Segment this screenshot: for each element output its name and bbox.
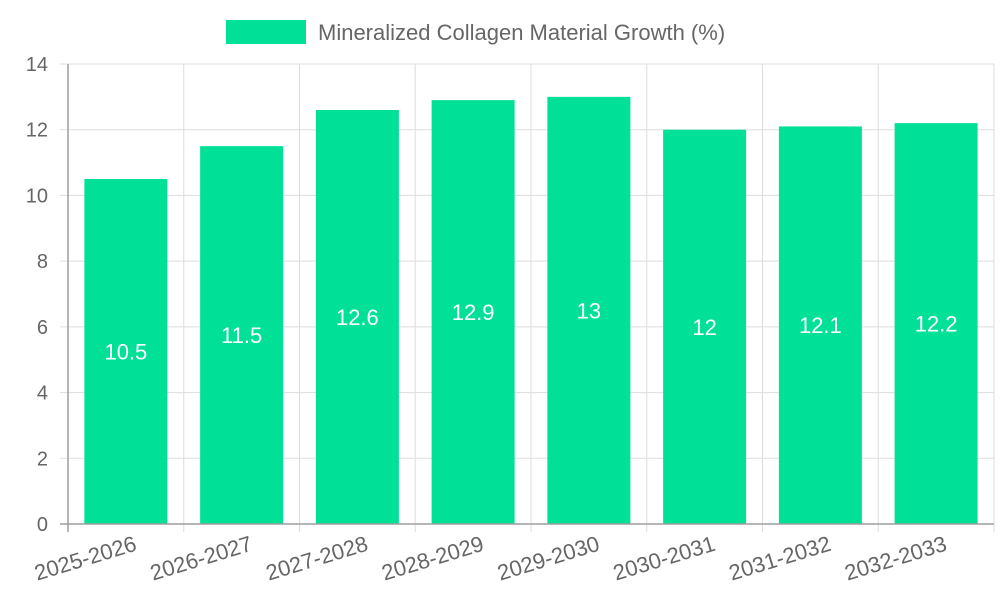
y-tick-label: 2 bbox=[37, 448, 48, 470]
bar-2025-2026[interactable] bbox=[84, 179, 168, 524]
y-tick-label: 4 bbox=[37, 383, 48, 405]
data-label: 13 bbox=[577, 298, 601, 323]
legend-swatch bbox=[226, 20, 306, 44]
data-label: 10.5 bbox=[104, 340, 147, 365]
bar-2031-2032[interactable] bbox=[778, 126, 862, 524]
axes bbox=[60, 63, 994, 532]
y-tick-label: 6 bbox=[37, 317, 48, 339]
y-tick-label: 0 bbox=[37, 514, 48, 536]
data-label: 12.2 bbox=[915, 312, 958, 337]
bar-2026-2027[interactable] bbox=[200, 146, 284, 524]
x-tick-label: 2030-2031 bbox=[610, 531, 718, 586]
y-tick-label: 14 bbox=[26, 54, 48, 76]
bar-2027-2028[interactable] bbox=[315, 110, 399, 524]
y-tick-label: 8 bbox=[37, 251, 48, 273]
y-tick-label: 12 bbox=[26, 120, 48, 142]
bar-2028-2029[interactable] bbox=[431, 100, 515, 525]
x-tick-label: 2029-2030 bbox=[494, 531, 602, 586]
x-tick-label: 2028-2029 bbox=[379, 531, 487, 586]
legend-label: Mineralized Collagen Material Growth (%) bbox=[318, 20, 725, 45]
data-label: 12 bbox=[692, 315, 716, 340]
data-label: 12.6 bbox=[336, 305, 379, 330]
data-label: 11.5 bbox=[221, 323, 262, 348]
bars bbox=[84, 96, 978, 525]
y-tick-label: 10 bbox=[26, 185, 48, 207]
x-tick-label: 2025-2026 bbox=[31, 531, 139, 586]
data-label: 12.1 bbox=[799, 313, 842, 338]
bar-2032-2033[interactable] bbox=[894, 123, 978, 525]
bar-2030-2031[interactable] bbox=[663, 129, 747, 524]
x-tick-label: 2026-2027 bbox=[147, 531, 255, 586]
x-tick-label: 2032-2033 bbox=[842, 531, 950, 586]
x-tick-label: 2027-2028 bbox=[263, 531, 371, 586]
bar-2029-2030[interactable] bbox=[547, 96, 631, 524]
legend[interactable]: Mineralized Collagen Material Growth (%) bbox=[226, 20, 725, 45]
x-tick-label: 2031-2032 bbox=[726, 531, 834, 586]
data-label: 12.9 bbox=[452, 300, 495, 325]
